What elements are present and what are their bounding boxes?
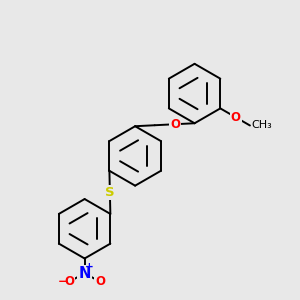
Text: O: O xyxy=(95,275,105,288)
Text: O: O xyxy=(170,118,180,131)
Text: O: O xyxy=(64,275,74,288)
Text: +: + xyxy=(85,262,94,272)
Text: CH₃: CH₃ xyxy=(251,121,272,130)
Text: N: N xyxy=(78,266,91,281)
Text: O: O xyxy=(231,111,241,124)
Text: S: S xyxy=(105,186,115,199)
Text: −: − xyxy=(58,274,68,288)
